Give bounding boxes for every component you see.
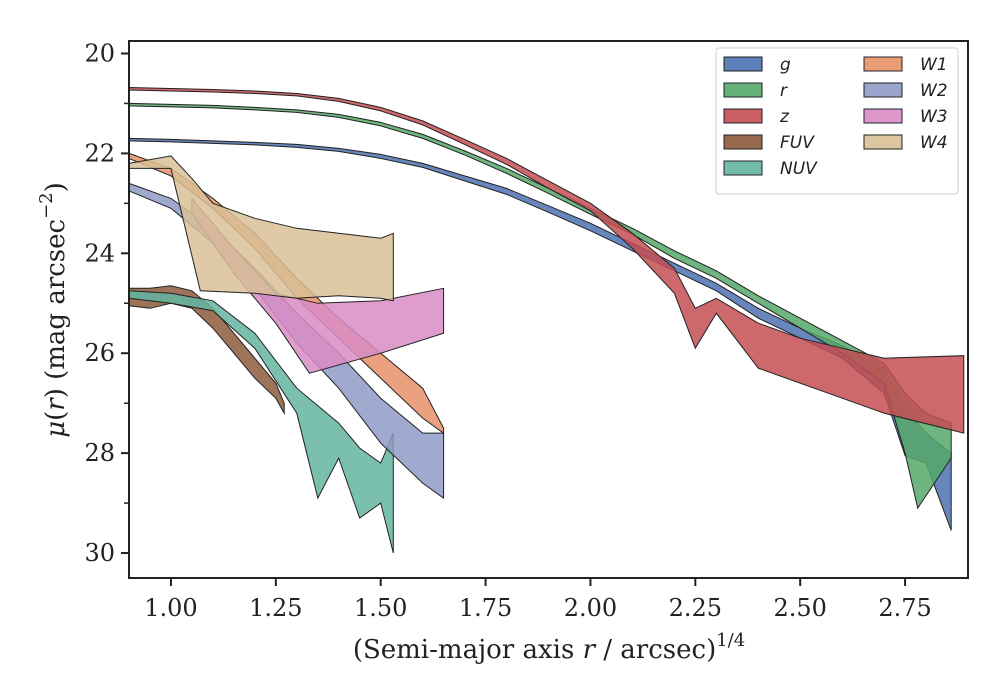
bands-layer: [128, 86, 965, 554]
legend-label-fuv: FUV: [780, 133, 815, 153]
band-r: [128, 102, 952, 510]
legend-label-g: g: [780, 55, 791, 75]
x-tick-label: 1.00: [144, 594, 197, 622]
x-axis-label: (Semi-major axis r / arcsec)1/4: [353, 630, 745, 665]
legend: grz FUV NUV W1 W2 W3 W4: [715, 47, 959, 195]
y-ticks: 20 22 24 26 28 30: [84, 39, 129, 567]
x-tick-label: 1.75: [459, 594, 512, 622]
band-nuv: [128, 290, 394, 554]
legend-label-w1: W1: [920, 55, 948, 75]
legend-swatch-w2: [863, 82, 903, 98]
x-tick-label: 1.50: [354, 594, 407, 622]
legend-swatch-z: [723, 108, 763, 124]
legend-label-nuv: NUV: [780, 159, 818, 179]
x-tick-label: 2.00: [564, 594, 617, 622]
legend-swatch-fuv: [723, 134, 763, 150]
y-tick-label: 24: [84, 239, 115, 267]
legend-label-z: z: [779, 107, 790, 127]
legend-swatch-r: [723, 82, 763, 98]
y-tick-label: 26: [84, 339, 115, 367]
legend-label-r: r: [780, 81, 788, 101]
x-tick-label: 2.25: [669, 594, 722, 622]
y-tick-label: 30: [84, 539, 115, 567]
legend-swatch-g: [723, 56, 763, 72]
legend-swatch-w1: [863, 56, 903, 72]
y-tick-label: 22: [84, 139, 115, 167]
y-axis-label: μ(r) (mag arcsec−2): [36, 182, 71, 438]
band-w4: [128, 155, 394, 302]
legend-label-w4: W4: [920, 133, 948, 153]
x-tick-label: 2.50: [773, 594, 826, 622]
band-g: [128, 137, 952, 531]
plot-frame: [128, 40, 969, 579]
legend-swatch-w3: [863, 108, 903, 124]
x-tick-label: 1.25: [249, 594, 302, 622]
x-tick-label: 2.75: [878, 594, 931, 622]
legend-label-w3: W3: [920, 107, 948, 127]
band-z: [128, 86, 965, 434]
x-ticks: 1.00 1.25 1.50 1.75 2.00 2.25 2.50 2.75: [144, 578, 932, 622]
y-tick-label: 20: [84, 39, 115, 67]
y-tick-label: 28: [84, 439, 115, 467]
legend-swatch-w4: [863, 134, 903, 150]
legend-swatch-nuv: [723, 160, 763, 176]
legend-label-w2: W2: [920, 81, 948, 101]
